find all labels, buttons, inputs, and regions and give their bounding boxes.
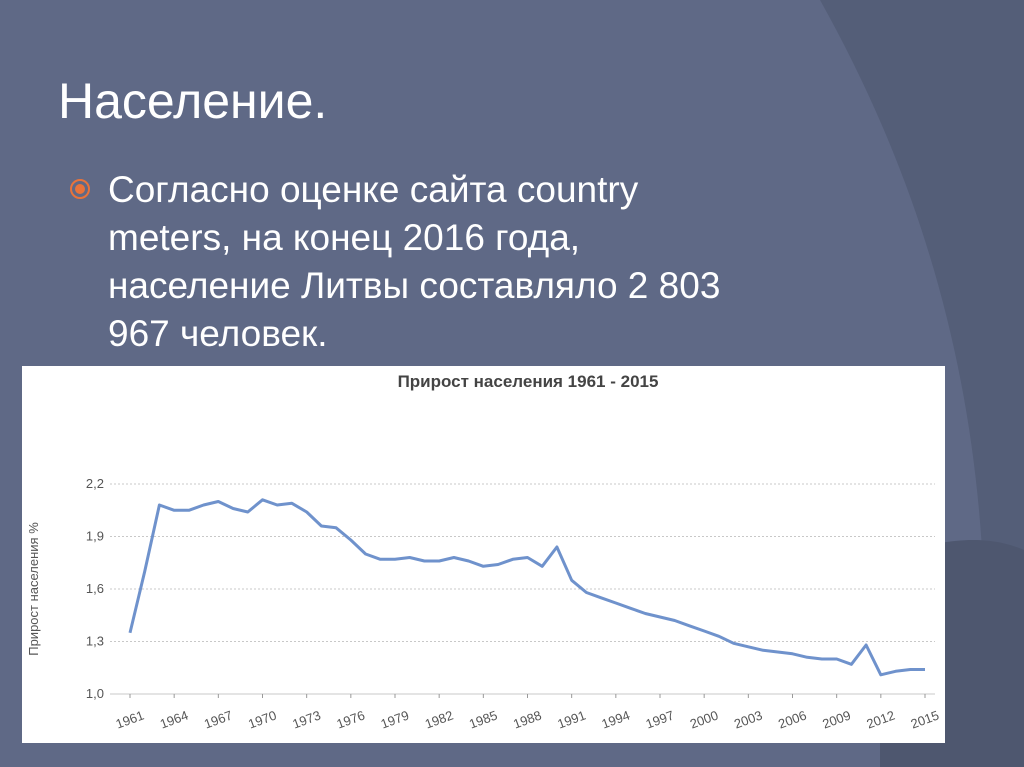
bullet-line: население Литвы составляло 2 803 (108, 265, 720, 306)
y-tick-label: 1,9 (86, 529, 104, 544)
bullet-icon (70, 179, 90, 199)
bullet-line: meters, на конец 2016 года, (108, 217, 580, 258)
y-axis-label: Прирост населения % (26, 522, 41, 656)
y-tick-label: 1,6 (86, 581, 104, 596)
bullet-text: Согласно оценке сайта country meters, на … (108, 169, 720, 354)
y-tick-label: 1,3 (86, 634, 104, 649)
series-line (128, 498, 925, 677)
decor-shape (820, 0, 1024, 767)
chart-panel (22, 366, 945, 743)
bullet-line: Согласно оценке сайта country (108, 169, 639, 210)
y-tick-label: 1,0 (86, 686, 104, 701)
chart-title: Прирост населения 1961 - 2015 (398, 372, 659, 391)
slide-title: Население. (58, 73, 327, 129)
bullet-line: 967 человек. (108, 313, 328, 354)
y-tick-label: 2,2 (86, 476, 104, 491)
